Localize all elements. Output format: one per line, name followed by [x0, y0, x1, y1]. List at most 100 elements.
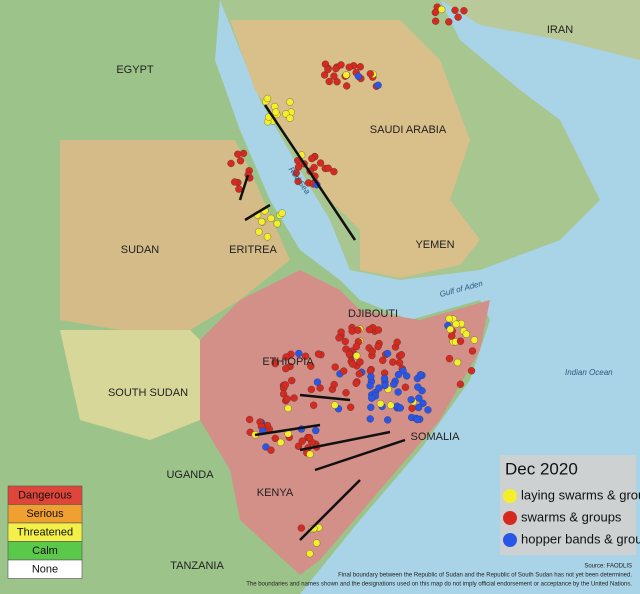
locust-dot	[340, 367, 348, 375]
locust-dot	[384, 416, 392, 424]
locust-dot	[341, 337, 349, 346]
arrow	[263, 104, 357, 241]
locust-dot	[267, 214, 275, 223]
key-label: hopper bands & groups	[521, 531, 640, 546]
country-label: TANZANIA	[170, 560, 224, 572]
south-sudan	[60, 330, 200, 440]
locust-dot	[227, 159, 235, 168]
country-label: SUDAN	[121, 244, 160, 256]
locust-dot	[462, 330, 470, 338]
locust-dot	[314, 350, 323, 358]
locust-dot	[342, 71, 350, 79]
locust-dot	[301, 352, 310, 360]
locust-dot	[348, 360, 357, 368]
locust-dot	[394, 370, 403, 379]
ethiopia-somalia-kenya	[200, 270, 490, 575]
arrow	[238, 174, 250, 201]
disclaimer-line: The boundaries and names shown and the d…	[246, 582, 632, 588]
arrow	[299, 430, 391, 452]
locust-dot	[368, 394, 376, 402]
locust-dot	[284, 404, 292, 412]
locust-dot	[278, 209, 286, 217]
locust-dot	[424, 406, 432, 414]
threat-label: Threatened	[17, 526, 73, 538]
locust-dot	[456, 337, 465, 345]
locust-dot	[438, 5, 446, 14]
locust-dot	[325, 77, 333, 86]
locust-dot	[282, 353, 290, 361]
locust-dot	[331, 401, 339, 409]
locust-dot	[467, 367, 476, 375]
source: Source: FAODLIS	[584, 564, 632, 570]
key-dot	[503, 489, 517, 503]
locust-dot	[383, 349, 392, 358]
country-label: IRAN	[547, 24, 573, 36]
locust-dot	[272, 108, 280, 116]
country-label: ERITREA	[229, 244, 277, 256]
yemen	[360, 200, 480, 278]
country-label: UGANDA	[166, 469, 214, 481]
locust-dot	[342, 389, 350, 397]
country-label: EGYPT	[116, 64, 154, 76]
locust-dot	[448, 332, 456, 340]
locust-dot	[401, 383, 410, 391]
locust-dot	[376, 400, 385, 408]
key-dot	[503, 533, 517, 547]
locust-dot	[320, 71, 329, 79]
arrow	[254, 423, 321, 437]
country-label: ETHIOPIA	[262, 356, 314, 368]
threat-swatch	[7, 559, 83, 579]
locust-dot	[366, 382, 374, 390]
saudi-arabia	[230, 20, 470, 230]
locust-dot	[332, 65, 340, 73]
locust-dot	[374, 342, 382, 351]
locust-dot	[324, 164, 332, 172]
disclaimer-line: Final boundary between the Republic of S…	[338, 573, 632, 579]
locust-dot	[445, 354, 454, 363]
locust-dot	[288, 376, 296, 385]
locust-dot	[352, 379, 360, 387]
locust-dot	[234, 150, 242, 158]
locust-dot	[258, 218, 266, 226]
locust-dot	[283, 395, 291, 403]
locust-dot	[337, 61, 345, 69]
locust-dot	[387, 401, 395, 409]
locust-dot	[395, 359, 404, 367]
locust-dot	[356, 63, 364, 71]
locust-dot	[305, 434, 314, 442]
threat-label: Dangerous	[18, 489, 72, 501]
locust-dot	[445, 314, 453, 323]
country-label: YEMEN	[415, 239, 454, 251]
key-title: Dec 2020	[505, 459, 578, 478]
sudan	[60, 140, 290, 330]
locust-dot	[381, 381, 389, 390]
locust-dot	[295, 349, 303, 358]
locust-dot	[470, 336, 479, 344]
key-box	[500, 455, 636, 555]
locust-dot	[279, 390, 288, 398]
locust-dot	[310, 401, 318, 409]
iran-land	[440, 0, 640, 60]
locust-dot	[394, 388, 402, 396]
locust-dot	[367, 372, 375, 381]
country-label: SOUTH SUDAN	[108, 387, 188, 399]
threat-legend: Dangerous Serious Threatened Calm None	[7, 485, 83, 579]
locust-dot	[454, 13, 462, 21]
migration-arrows	[238, 104, 406, 541]
locust-dot	[365, 326, 374, 334]
locust-dot	[335, 334, 343, 342]
locust-dot	[415, 394, 423, 402]
locust-dot	[282, 364, 290, 373]
locust-dot	[313, 378, 322, 386]
locust-dot	[456, 380, 465, 388]
locust-dot	[324, 65, 332, 74]
locust-dot	[263, 94, 272, 103]
locust-dot	[390, 380, 398, 388]
locust-dot	[245, 415, 254, 424]
locust-dot	[316, 159, 325, 167]
country-label: SAUDI ARABIA	[370, 124, 447, 136]
locust-dot	[407, 396, 415, 404]
locust-dot	[312, 426, 320, 435]
locust-dot	[452, 320, 460, 328]
